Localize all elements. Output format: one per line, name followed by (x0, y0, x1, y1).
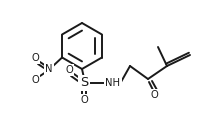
Text: O: O (31, 75, 39, 85)
Text: O: O (80, 95, 88, 105)
Text: O: O (149, 90, 157, 100)
Text: O: O (31, 53, 39, 63)
Text: NH: NH (105, 78, 120, 88)
Text: N: N (45, 64, 53, 74)
Text: S: S (80, 76, 88, 90)
Text: O: O (65, 65, 73, 75)
